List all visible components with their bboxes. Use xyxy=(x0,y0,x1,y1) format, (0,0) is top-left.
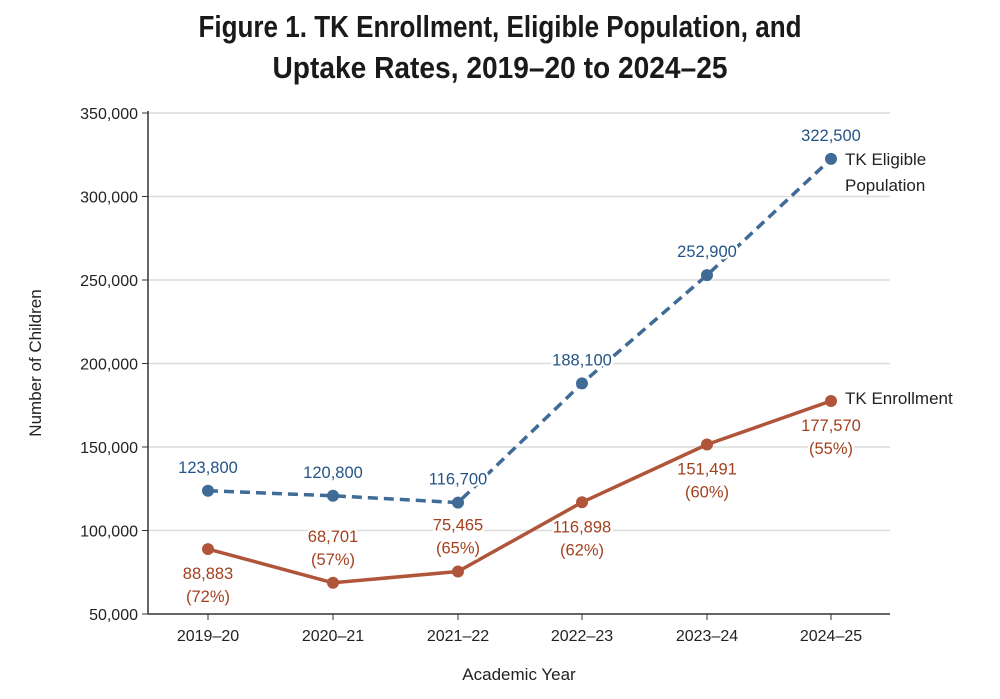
series-line xyxy=(207,399,832,585)
y-tick-label: 350,000 xyxy=(80,106,138,123)
data-label: 252,900 xyxy=(677,243,737,261)
data-point xyxy=(701,438,713,451)
chart-title: Figure 1. TK Enrollment, Eligible Popula… xyxy=(199,9,802,44)
chart-title: Uptake Rates, 2019–20 to 2024–25 xyxy=(273,50,728,85)
y-tick-label: 200,000 xyxy=(80,357,138,374)
data-label: 188,100 xyxy=(552,351,612,369)
data-point xyxy=(825,152,837,165)
data-label: 123,800 xyxy=(178,459,238,477)
data-point xyxy=(327,576,339,589)
series-label: TK Eligible xyxy=(845,150,926,169)
x-tick-label: 2020–21 xyxy=(302,628,364,645)
data-label: (57%) xyxy=(311,551,355,569)
data-label: 68,701 xyxy=(308,528,358,546)
data-point xyxy=(452,565,464,578)
data-label: (62%) xyxy=(560,541,604,559)
data-label: (60%) xyxy=(685,484,729,502)
y-tick-label: 50,000 xyxy=(89,607,138,624)
data-label: 88,883 xyxy=(183,565,233,583)
x-axis-title: Academic Year xyxy=(462,665,576,684)
series-label: TK Enrollment xyxy=(845,389,953,408)
data-label: 116,898 xyxy=(553,518,611,536)
data-point xyxy=(202,484,214,497)
data-point xyxy=(452,496,464,509)
data-label: 322,500 xyxy=(801,127,861,145)
data-label: 151,491 xyxy=(677,461,737,479)
y-tick-label: 300,000 xyxy=(80,190,138,207)
data-label: (65%) xyxy=(436,539,480,557)
x-tick-label: 2024–25 xyxy=(800,628,862,645)
data-label: 177,570 xyxy=(801,417,861,435)
data-point xyxy=(327,489,339,502)
data-label: 120,800 xyxy=(303,464,363,482)
data-label: (72%) xyxy=(186,588,230,606)
data-point xyxy=(701,269,713,282)
series-label: Population xyxy=(845,176,925,195)
y-tick-label: 150,000 xyxy=(80,440,138,457)
x-tick-label: 2019–20 xyxy=(177,628,239,645)
data-point xyxy=(576,377,588,390)
series-line xyxy=(207,157,833,505)
data-point xyxy=(202,543,214,556)
data-label: 116,700 xyxy=(429,471,487,489)
y-tick-label: 250,000 xyxy=(80,273,138,290)
x-tick-label: 2022–23 xyxy=(551,628,613,645)
data-label: 75,465 xyxy=(433,516,483,534)
y-axis-title: Number of Children xyxy=(26,289,45,436)
data-label: (55%) xyxy=(809,440,853,458)
x-tick-label: 2021–22 xyxy=(427,628,489,645)
y-tick-label: 100,000 xyxy=(80,524,138,541)
data-point xyxy=(825,394,837,407)
x-tick-label: 2023–24 xyxy=(676,628,738,645)
data-point xyxy=(576,496,588,509)
